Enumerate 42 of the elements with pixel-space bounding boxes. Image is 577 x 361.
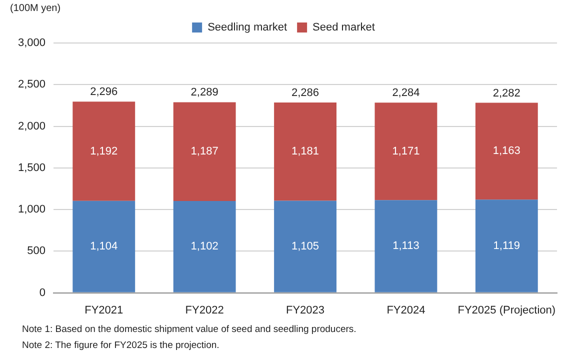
x-tick-label: FY2024	[386, 304, 426, 316]
legend-label: Seedling market	[208, 22, 288, 34]
x-tick-label: FY2025 (Projection)	[458, 304, 556, 316]
total-label: 2,284	[392, 87, 420, 100]
x-tick-label: FY2023	[286, 304, 325, 316]
total-label: 2,282	[492, 87, 520, 100]
y-tick-label: 2,500	[18, 78, 46, 91]
text: Note 2: The figure for FY2025 is the projection.	[22, 339, 220, 353]
total-label: 2,286	[292, 86, 320, 99]
bar	[475, 102, 538, 200]
y-tick-label: 0	[39, 286, 46, 299]
data-label: 1,192	[90, 145, 118, 158]
bar	[72, 102, 136, 201]
y-axis-title: (100M yen)	[10, 2, 61, 14]
legend-label: Seed market	[312, 22, 375, 34]
bar	[173, 201, 236, 292]
data-label: 1,171	[392, 145, 420, 158]
y-tick-label: 1,000	[18, 204, 46, 216]
bar	[274, 200, 336, 292]
bar	[374, 200, 438, 292]
data-label: 1,181	[292, 146, 320, 158]
y-tick-label: 1,500	[18, 162, 46, 174]
bar	[173, 102, 236, 202]
bar	[274, 102, 336, 201]
data-label: 1,119	[493, 240, 520, 252]
x-tick-label: FY2021	[84, 304, 124, 316]
total-label: 2,289	[190, 86, 218, 99]
data-label: 1,163	[492, 145, 520, 158]
total-label: 2,296	[90, 86, 118, 98]
y-tick-label: 3,000	[18, 37, 46, 50]
data-label: 1,104	[90, 240, 118, 253]
data-label: 1,102	[190, 240, 218, 253]
bar	[475, 200, 538, 292]
data-label: 1,113	[392, 240, 420, 252]
data-label: 1,187	[190, 146, 218, 158]
y-tick-label: 500	[27, 245, 46, 258]
x-tick-label: FY2022	[185, 304, 224, 316]
bar	[374, 102, 438, 200]
data-label: 1,105	[292, 240, 320, 253]
bar	[72, 200, 136, 292]
text: Note 1: Based on the domestic shipment value of seed and seedling producers.	[22, 323, 356, 337]
y-tick-label: 2,000	[18, 120, 46, 132]
